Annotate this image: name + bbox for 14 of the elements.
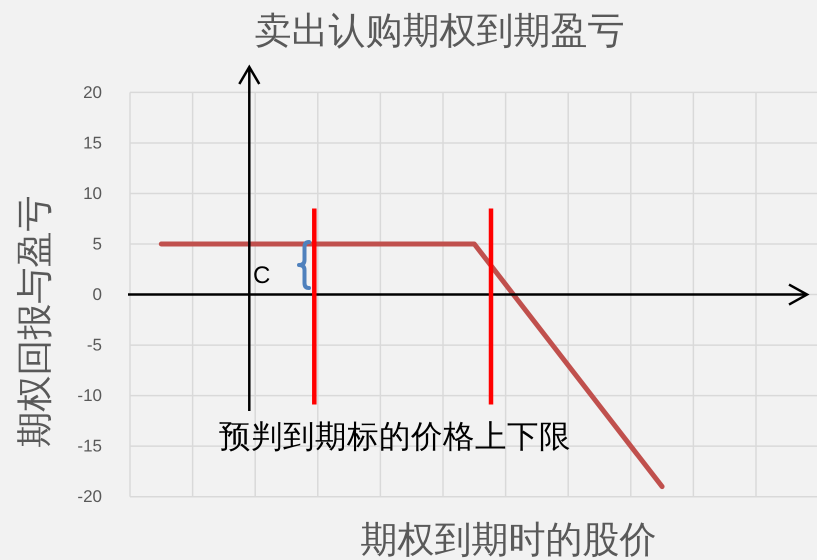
y-tick-label: 10: [83, 184, 102, 203]
y-tick-label: -15: [77, 436, 102, 456]
chart-title: 卖出认购期权到期盈亏: [254, 11, 624, 52]
y-tick-label: -20: [77, 487, 102, 506]
y-tick-label: 5: [92, 234, 102, 254]
annotation: C: [253, 262, 270, 289]
y-tick-label: -10: [77, 386, 102, 406]
y-axis-title: 期权回报与盈亏: [14, 196, 54, 448]
y-tick-label: 0: [92, 285, 102, 304]
y-tick-label: 20: [83, 82, 102, 102]
annotation: 预判到期标的价格上下限: [219, 419, 571, 454]
y-tick-label: 15: [83, 133, 102, 152]
x-axis-title: 期权到期时的股价: [360, 519, 656, 560]
y-tick-label: -5: [86, 336, 102, 355]
